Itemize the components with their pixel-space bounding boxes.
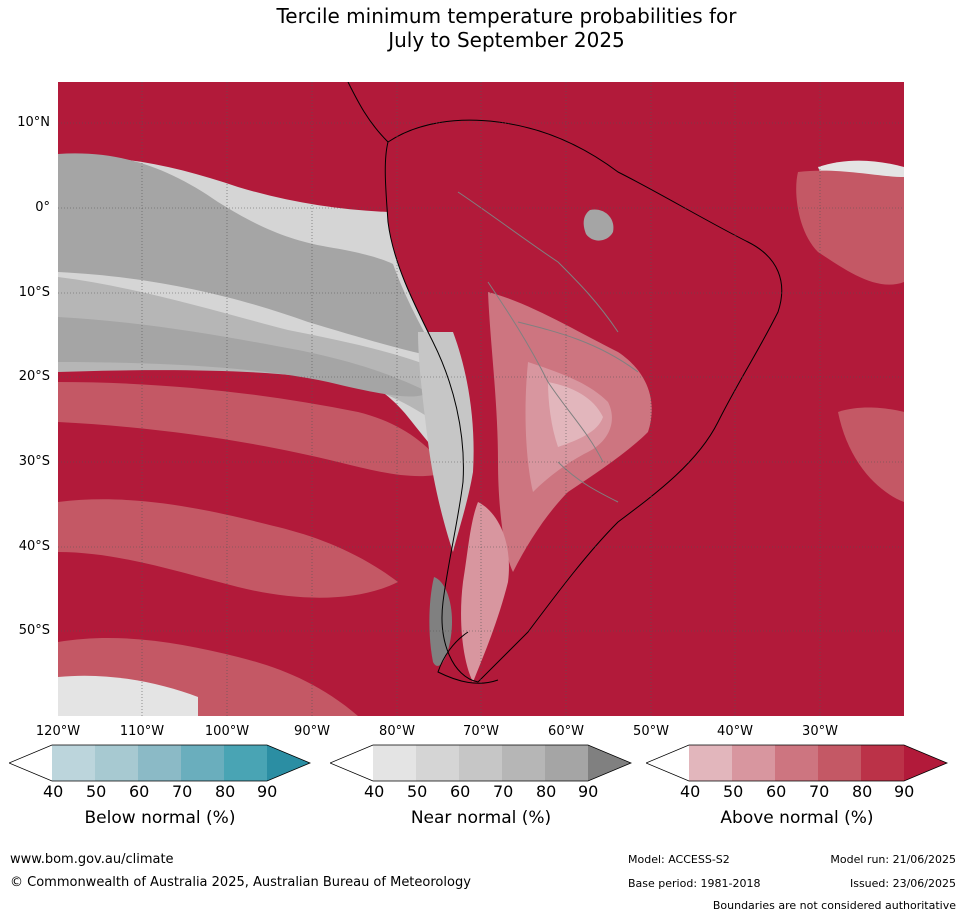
lon-label-120w: 120°W bbox=[35, 724, 81, 739]
central-america-coastline bbox=[347, 82, 389, 143]
above-normal-atlantic-region bbox=[796, 170, 904, 285]
colorbar-segment bbox=[545, 745, 588, 781]
colorbar-segment bbox=[818, 745, 861, 781]
colorbar-segment bbox=[689, 745, 732, 781]
colorbar-segment bbox=[416, 745, 459, 781]
lon-label-110w: 110°W bbox=[119, 724, 165, 739]
above-normal-80-region-2 bbox=[58, 499, 398, 598]
near-tick-70: 70 bbox=[493, 782, 514, 801]
below-normal-colorbar bbox=[7, 744, 312, 786]
above-tick-90: 90 bbox=[894, 782, 915, 801]
below-normal-colorbar-svg bbox=[7, 744, 312, 782]
above-normal-80-region bbox=[58, 382, 448, 477]
above-normal-colorbar-svg bbox=[644, 744, 949, 782]
lon-label-70w: 70°W bbox=[463, 724, 499, 739]
above-tick-40: 40 bbox=[680, 782, 701, 801]
near-tick-40: 40 bbox=[364, 782, 385, 801]
near-tick-90: 90 bbox=[578, 782, 599, 801]
above-normal-colorbar bbox=[644, 744, 949, 786]
colorbar-segment bbox=[267, 745, 310, 781]
below-tick-90: 90 bbox=[257, 782, 278, 801]
base-period-text: Base period: 1981-2018 bbox=[628, 877, 761, 890]
coastline bbox=[384, 119, 783, 683]
colorbar-segment bbox=[95, 745, 138, 781]
colorbar-segment bbox=[459, 745, 502, 781]
colorbar-segment bbox=[9, 745, 52, 781]
near-normal-colorbar bbox=[328, 744, 633, 786]
near-normal-region-3 bbox=[58, 317, 428, 397]
colorbar-segment bbox=[502, 745, 545, 781]
title-line-1: Tercile minimum temperature probabilitie… bbox=[276, 4, 737, 28]
colorbar-outline bbox=[328, 744, 633, 782]
near-normal-title: Near normal (%) bbox=[410, 808, 552, 828]
lon-label-90w: 90°W bbox=[294, 724, 330, 739]
colorbar-segment bbox=[52, 745, 95, 781]
issued-text: Issued: 23/06/2025 bbox=[849, 877, 956, 890]
lat-label-40s: 40°S bbox=[18, 539, 50, 554]
lon-label-60w: 60°W bbox=[548, 724, 584, 739]
lat-label-0: 0° bbox=[35, 200, 50, 215]
above-tick-60: 60 bbox=[766, 782, 787, 801]
colorbar-segment bbox=[138, 745, 181, 781]
amazon-near-normal-patch bbox=[583, 209, 614, 241]
near-tick-50: 50 bbox=[407, 782, 428, 801]
disclaimer-text: Boundaries are not considered authoritat… bbox=[712, 899, 956, 912]
above-normal-50-inland bbox=[548, 382, 603, 447]
near-tick-80: 80 bbox=[536, 782, 557, 801]
above-normal-atlantic-region-2 bbox=[838, 407, 904, 502]
above-tick-50: 50 bbox=[723, 782, 744, 801]
website-link[interactable]: www.bom.gov.au/climate bbox=[10, 852, 174, 867]
colorbar-segment bbox=[904, 745, 947, 781]
copyright-text: © Commonwealth of Australia 2025, Austra… bbox=[10, 875, 471, 890]
lon-label-30w: 30°W bbox=[802, 724, 838, 739]
colorbar-segment bbox=[732, 745, 775, 781]
near-normal-colorbar-svg bbox=[328, 744, 633, 782]
above-tick-70: 70 bbox=[809, 782, 830, 801]
above-normal-title: Above normal (%) bbox=[720, 808, 874, 828]
colorbar-segment bbox=[775, 745, 818, 781]
map-canvas bbox=[58, 82, 904, 716]
above-tick-80: 80 bbox=[852, 782, 873, 801]
colorbar-segment bbox=[861, 745, 904, 781]
south-andes-near-normal bbox=[429, 577, 453, 666]
map-title: Tercile minimum temperature probabilitie… bbox=[0, 4, 965, 52]
below-tick-40: 40 bbox=[43, 782, 64, 801]
below-tick-80: 80 bbox=[215, 782, 236, 801]
country-borders bbox=[457, 191, 639, 503]
colorbar-segment bbox=[373, 745, 416, 781]
title-line-2: July to September 2025 bbox=[388, 28, 625, 52]
near-tick-60: 60 bbox=[450, 782, 471, 801]
model-run-text: Model run: 21/06/2025 bbox=[830, 853, 956, 866]
lon-label-100w: 100°W bbox=[204, 724, 250, 739]
below-tick-70: 70 bbox=[172, 782, 193, 801]
lon-label-40w: 40°W bbox=[717, 724, 753, 739]
lat-label-50s: 50°S bbox=[18, 623, 50, 638]
near-normal-low-patch bbox=[58, 675, 198, 716]
tierra-del-fuego-coastline bbox=[437, 631, 499, 684]
colorbar-outline bbox=[7, 744, 312, 782]
lon-label-80w: 80°W bbox=[379, 724, 415, 739]
probability-map bbox=[58, 82, 904, 716]
lat-label-20s: 20°S bbox=[18, 369, 50, 384]
colorbar-segment bbox=[330, 745, 373, 781]
below-tick-50: 50 bbox=[86, 782, 107, 801]
lat-label-10s: 10°S bbox=[18, 285, 50, 300]
lon-label-50w: 50°W bbox=[633, 724, 669, 739]
model-text: Model: ACCESS-S2 bbox=[628, 853, 730, 866]
lat-label-30s: 30°S bbox=[18, 454, 50, 469]
below-tick-60: 60 bbox=[129, 782, 150, 801]
andes-near-normal bbox=[418, 332, 474, 552]
map-gridlines bbox=[58, 82, 904, 716]
colorbar-segment bbox=[588, 745, 631, 781]
colorbar-segment bbox=[224, 745, 267, 781]
colorbar-segment bbox=[181, 745, 224, 781]
near-normal-high-region bbox=[58, 153, 438, 357]
lat-label-10n: 10°N bbox=[17, 115, 50, 130]
below-normal-title: Below normal (%) bbox=[84, 808, 236, 828]
colorbar-outline bbox=[644, 744, 949, 782]
colorbar-segment bbox=[646, 745, 689, 781]
